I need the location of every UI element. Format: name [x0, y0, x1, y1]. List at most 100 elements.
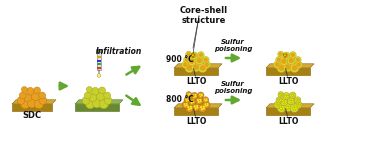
Circle shape: [282, 106, 284, 108]
Polygon shape: [96, 49, 102, 52]
Circle shape: [85, 99, 95, 109]
Polygon shape: [266, 108, 310, 115]
Circle shape: [187, 106, 189, 108]
Circle shape: [34, 99, 43, 109]
Circle shape: [278, 92, 284, 97]
Circle shape: [281, 94, 283, 95]
Text: 800 °C: 800 °C: [166, 95, 194, 105]
Circle shape: [192, 103, 200, 112]
Polygon shape: [266, 64, 314, 68]
Circle shape: [295, 101, 302, 108]
Circle shape: [276, 97, 282, 103]
Circle shape: [299, 103, 301, 105]
Circle shape: [197, 58, 202, 63]
Circle shape: [284, 63, 293, 72]
Circle shape: [19, 92, 26, 99]
Circle shape: [99, 99, 108, 109]
Circle shape: [291, 53, 295, 57]
Circle shape: [290, 92, 296, 98]
Circle shape: [281, 93, 282, 94]
Circle shape: [22, 87, 27, 93]
Polygon shape: [75, 104, 119, 111]
Circle shape: [294, 57, 301, 63]
Circle shape: [286, 96, 288, 98]
Circle shape: [276, 57, 282, 63]
Circle shape: [185, 64, 194, 73]
Polygon shape: [12, 100, 56, 104]
Circle shape: [289, 99, 291, 101]
Circle shape: [190, 106, 192, 108]
Circle shape: [288, 105, 291, 107]
Circle shape: [198, 52, 204, 58]
Circle shape: [282, 107, 285, 110]
Circle shape: [193, 64, 199, 70]
Text: Sulfur
poisoning: Sulfur poisoning: [214, 39, 252, 52]
Circle shape: [274, 101, 281, 108]
Polygon shape: [75, 100, 123, 104]
Circle shape: [286, 106, 288, 109]
Circle shape: [287, 94, 288, 96]
Circle shape: [17, 97, 25, 104]
Circle shape: [82, 97, 90, 104]
Circle shape: [290, 101, 293, 103]
Circle shape: [277, 105, 279, 107]
Circle shape: [188, 95, 189, 96]
Polygon shape: [97, 66, 101, 68]
Text: LLTO: LLTO: [186, 78, 206, 86]
Circle shape: [189, 93, 191, 94]
Text: LLTO: LLTO: [186, 118, 206, 126]
Circle shape: [188, 98, 196, 106]
Circle shape: [192, 53, 197, 58]
Circle shape: [207, 104, 209, 106]
Circle shape: [284, 101, 287, 103]
Circle shape: [277, 64, 286, 73]
Circle shape: [279, 100, 280, 102]
Circle shape: [287, 57, 295, 65]
Circle shape: [187, 98, 189, 100]
Circle shape: [191, 102, 193, 104]
Circle shape: [279, 98, 281, 100]
Circle shape: [285, 105, 288, 107]
Circle shape: [283, 92, 290, 100]
Circle shape: [279, 106, 282, 108]
Polygon shape: [174, 104, 222, 108]
Circle shape: [201, 93, 203, 95]
Circle shape: [292, 100, 294, 102]
Circle shape: [197, 107, 199, 109]
Circle shape: [190, 100, 192, 102]
Circle shape: [192, 101, 194, 103]
Circle shape: [96, 92, 105, 101]
Circle shape: [296, 99, 297, 100]
Circle shape: [203, 61, 210, 68]
Circle shape: [280, 57, 288, 66]
Circle shape: [191, 52, 198, 59]
Circle shape: [189, 94, 191, 95]
Circle shape: [184, 57, 190, 63]
Circle shape: [201, 95, 203, 96]
Circle shape: [189, 59, 194, 64]
Polygon shape: [97, 60, 101, 61]
Circle shape: [23, 93, 32, 101]
Circle shape: [292, 95, 294, 97]
Circle shape: [99, 87, 105, 94]
Circle shape: [186, 51, 192, 57]
Circle shape: [284, 94, 286, 96]
Circle shape: [198, 92, 204, 98]
Circle shape: [296, 103, 298, 105]
Circle shape: [274, 61, 281, 68]
Circle shape: [293, 108, 296, 111]
Circle shape: [296, 58, 300, 62]
Circle shape: [284, 103, 293, 112]
Polygon shape: [191, 54, 195, 58]
Circle shape: [31, 92, 40, 101]
Circle shape: [187, 52, 191, 56]
Circle shape: [293, 95, 295, 96]
Circle shape: [281, 59, 287, 64]
Circle shape: [290, 104, 299, 112]
Circle shape: [278, 99, 280, 101]
Circle shape: [293, 107, 295, 110]
Circle shape: [39, 92, 46, 99]
Circle shape: [202, 97, 209, 103]
Circle shape: [188, 57, 196, 66]
Circle shape: [294, 106, 297, 108]
